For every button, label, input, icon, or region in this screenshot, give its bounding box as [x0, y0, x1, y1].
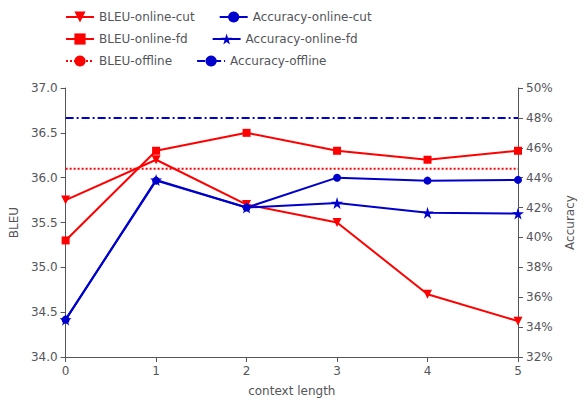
svg-text:35.5: 35.5: [31, 216, 58, 230]
svg-text:34.0: 34.0: [31, 350, 58, 364]
svg-text:Accuracy: Accuracy: [563, 195, 577, 250]
svg-text:38%: 38%: [526, 260, 553, 274]
svg-text:context length: context length: [248, 384, 335, 398]
svg-text:Accuracy-online-cut: Accuracy-online-cut: [253, 10, 372, 24]
svg-text:35.0: 35.0: [31, 260, 58, 274]
svg-text:42%: 42%: [526, 201, 553, 215]
svg-text:4: 4: [424, 364, 432, 378]
svg-text:46%: 46%: [526, 141, 553, 155]
svg-text:BLEU: BLEU: [7, 207, 21, 238]
svg-text:BLEU-offline: BLEU-offline: [99, 54, 172, 68]
svg-text:1: 1: [152, 364, 160, 378]
svg-text:37.0: 37.0: [31, 81, 58, 95]
svg-text:5: 5: [514, 364, 522, 378]
svg-text:2: 2: [243, 364, 251, 378]
svg-text:Accuracy-online-fd: Accuracy-online-fd: [246, 32, 358, 46]
svg-text:34%: 34%: [526, 320, 553, 334]
svg-text:BLEU-online-cut: BLEU-online-cut: [99, 10, 195, 24]
svg-text:40%: 40%: [526, 230, 553, 244]
svg-text:32%: 32%: [526, 350, 553, 364]
svg-text:34.5: 34.5: [31, 305, 58, 319]
svg-text:48%: 48%: [526, 111, 553, 125]
svg-text:BLEU-online-fd: BLEU-online-fd: [99, 32, 188, 46]
svg-text:0: 0: [62, 364, 70, 378]
svg-text:36.0: 36.0: [31, 171, 58, 185]
svg-text:50%: 50%: [526, 81, 553, 95]
svg-text:Accuracy-offline: Accuracy-offline: [230, 54, 326, 68]
svg-text:36%: 36%: [526, 290, 553, 304]
svg-text:3: 3: [333, 364, 341, 378]
svg-text:44%: 44%: [526, 171, 553, 185]
svg-text:36.5: 36.5: [31, 126, 58, 140]
